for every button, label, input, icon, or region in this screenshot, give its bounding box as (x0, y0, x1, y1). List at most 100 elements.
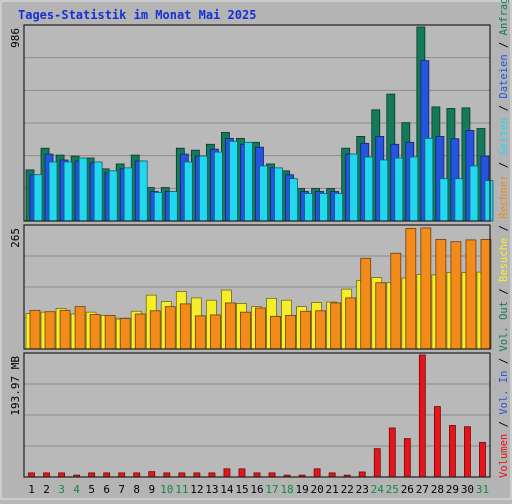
bar-volumen-day-5 (88, 472, 96, 478)
x-tick-label-3: 3 (58, 483, 65, 496)
x-tick-label-25: 25 (386, 483, 399, 496)
x-tick-label-8: 8 (133, 483, 140, 496)
x-tick-label-6: 6 (103, 483, 110, 496)
x-tick-label-18: 18 (280, 483, 293, 496)
x-tick-label-16: 16 (250, 483, 263, 496)
legend-entry-volumen: Volumen (498, 434, 510, 478)
bar-seiten-day-21 (334, 193, 344, 222)
legend-separator: / (498, 156, 510, 175)
bar-volumen-day-3 (58, 472, 65, 478)
bar-seiten-day-27 (424, 137, 434, 222)
bar-rechner-day-7 (119, 318, 131, 350)
bar-rechner-day-6 (104, 314, 116, 350)
x-tick-label-23: 23 (356, 483, 369, 496)
x-tick-label-27: 27 (416, 483, 429, 496)
x-tick-label-21: 21 (326, 483, 339, 496)
bar-seiten-day-31 (484, 180, 494, 222)
bar-seiten-day-1 (33, 174, 43, 222)
bar-seiten-day-8 (138, 160, 148, 222)
bar-seiten-day-28 (439, 178, 449, 222)
legend-separator: / (498, 219, 510, 238)
legend-entry-vol-out: Vol. Out (498, 301, 510, 352)
bar-volumen-day-30 (464, 426, 471, 478)
bar-volumen-day-11 (178, 472, 186, 478)
bar-volumen-day-12 (193, 472, 201, 478)
right-axis-legend: Volumen / Vol. In / Vol. Out / Besuche /… (498, 0, 510, 478)
x-tick-label-11: 11 (175, 483, 188, 496)
x-tick-label-4: 4 (73, 483, 80, 496)
bar-volumen-day-28 (433, 406, 441, 478)
x-tick-label-5: 5 (88, 483, 95, 496)
bar-seiten-day-12 (198, 155, 208, 222)
bar-volumen-day-21 (328, 472, 336, 478)
bar-rechner-day-22 (345, 297, 357, 350)
bar-rechner-day-20 (315, 310, 327, 350)
bar-volumen-day-26 (403, 438, 411, 478)
panel-middle-ymax-label: 265 (9, 228, 22, 248)
bar-volumen-day-8 (133, 472, 141, 478)
bar-seiten-day-4 (78, 157, 88, 222)
bar-volumen-day-23 (358, 471, 366, 478)
bar-volumen-day-25 (388, 427, 396, 478)
x-tick-label-2: 2 (43, 483, 50, 496)
panel-bottom-ymax-label: 193.97 MB (9, 356, 22, 416)
bar-volumen-day-9 (148, 471, 156, 478)
bar-seiten-day-23 (364, 156, 374, 222)
bar-rechner-day-30 (465, 239, 477, 350)
x-tick-label-9: 9 (148, 483, 155, 496)
bar-seiten-day-17 (274, 167, 283, 222)
legend-entry-dateien: Dateien (498, 54, 510, 98)
x-tick-label-20: 20 (311, 483, 324, 496)
bar-rechner-day-3 (59, 309, 71, 350)
bar-rechner-day-8 (134, 313, 146, 350)
bar-rechner-day-10 (164, 306, 176, 350)
x-tick-label-1: 1 (28, 483, 35, 496)
bar-seiten-day-26 (409, 156, 419, 222)
bar-rechner-day-14 (225, 302, 236, 350)
bar-rechner-day-15 (240, 311, 251, 350)
bar-rechner-day-12 (194, 315, 206, 350)
x-tick-label-17: 17 (265, 483, 278, 496)
bar-rechner-day-27 (420, 227, 432, 350)
bar-seiten-day-16 (259, 165, 268, 222)
legend-separator: / (498, 282, 510, 301)
bar-seiten-day-11 (183, 161, 193, 222)
bar-rechner-day-23 (360, 257, 372, 350)
bar-volumen-day-24 (373, 448, 381, 478)
bar-rechner-day-24 (375, 282, 387, 350)
bar-rechner-day-9 (149, 310, 161, 350)
bar-volumen-day-16 (253, 472, 261, 478)
bar-rechner-day-16 (255, 307, 266, 350)
x-tick-label-15: 15 (235, 483, 248, 496)
x-tick-label-10: 10 (160, 483, 173, 496)
x-tick-label-31: 31 (476, 483, 489, 496)
legend-separator: / (498, 352, 510, 371)
bar-volumen-day-1 (28, 472, 35, 478)
x-tick-label-30: 30 (461, 483, 474, 496)
bar-seiten-day-3 (63, 161, 73, 222)
bar-seiten-day-14 (229, 140, 238, 222)
bar-volumen-day-14 (223, 468, 231, 478)
bar-seiten-day-22 (349, 153, 359, 222)
panel-middle-frame (23, 224, 491, 350)
bar-volumen-day-2 (43, 472, 50, 478)
panel-top-frame (23, 24, 491, 222)
legend-separator: / (498, 35, 510, 54)
bar-seiten-day-20 (319, 193, 329, 222)
bar-seiten-day-6 (108, 170, 118, 222)
bar-rechner-day-21 (330, 302, 342, 350)
bar-rechner-day-5 (89, 314, 101, 350)
bar-volumen-day-13 (208, 472, 216, 478)
panel-bottom-frame (23, 352, 491, 478)
bar-seiten-day-30 (469, 165, 479, 222)
bar-seiten-day-13 (213, 151, 223, 222)
bar-seiten-day-18 (289, 178, 298, 222)
bar-rechner-day-28 (435, 239, 447, 350)
bar-seiten-day-24 (379, 159, 389, 222)
bar-seiten-day-15 (244, 141, 253, 222)
legend-separator: / (498, 99, 510, 118)
legend-entry-seiten: Seiten (498, 118, 510, 156)
chart-title: Tages-Statistik im Monat Mai 2025 (18, 8, 256, 22)
x-tick-label-12: 12 (190, 483, 203, 496)
